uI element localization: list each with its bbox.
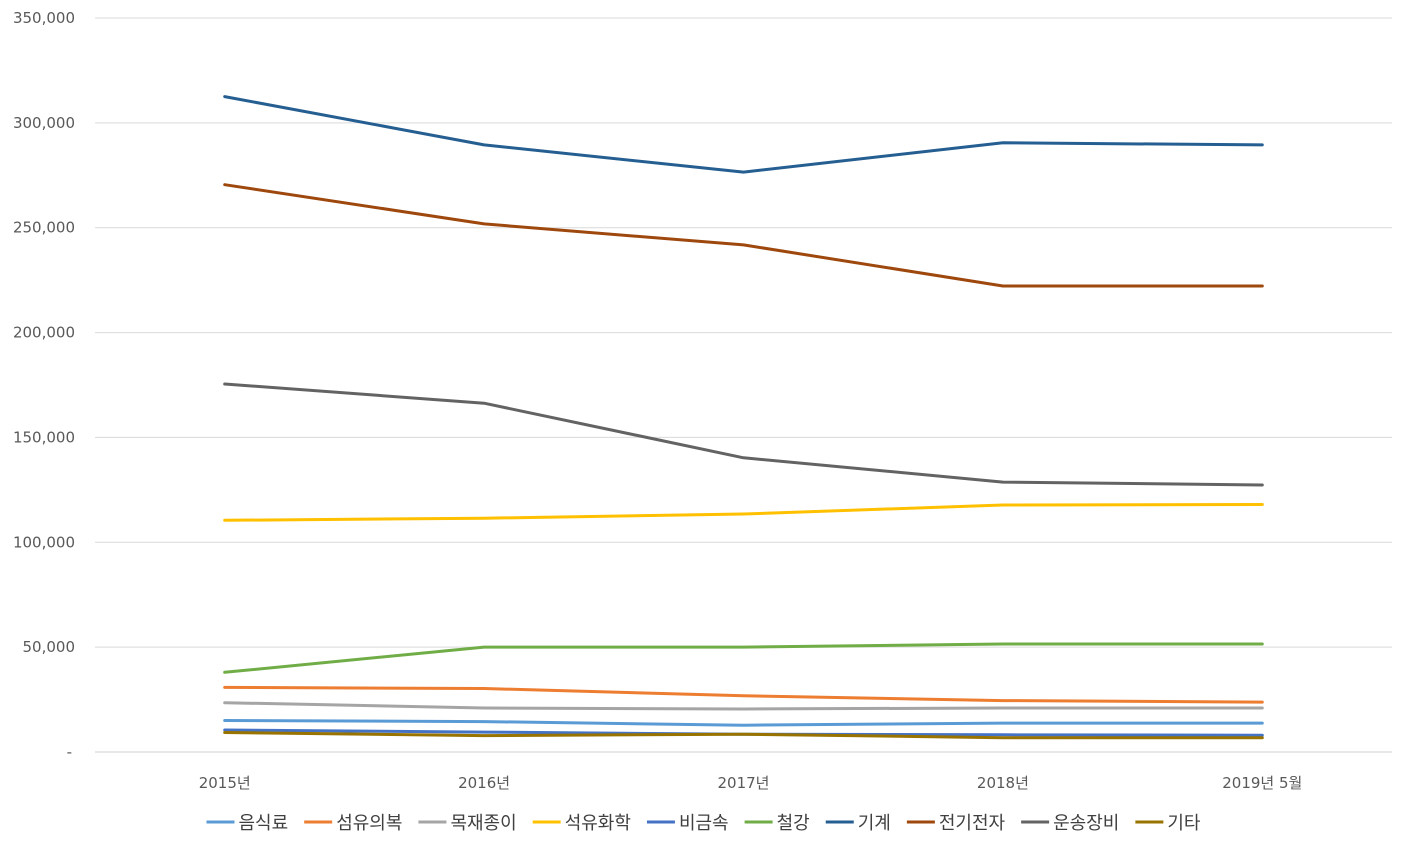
- series-line-6: [223, 95, 1264, 174]
- legend-label: 기계: [858, 813, 891, 834]
- series-lines: [223, 95, 1264, 740]
- legend-label: 철강: [777, 813, 810, 834]
- y-tick-label: 250,000: [13, 219, 75, 237]
- legend-item: 비금속: [646, 813, 729, 834]
- y-tick-label: 50,000: [23, 638, 76, 656]
- x-tick-label: 2016년: [458, 774, 510, 792]
- y-tick-label: 200,000: [13, 324, 75, 342]
- y-tick-label: 150,000: [13, 428, 75, 446]
- legend-label: 기타: [1167, 813, 1201, 834]
- legend: 음식료 섬유의복 목재종이 석유화학 비금속 철강 기계 전기전자 운송장비 기타: [206, 813, 1201, 834]
- y-tick-label: 100,000: [13, 533, 75, 551]
- series-line-2: [223, 701, 1264, 711]
- y-tick-label: 350,000: [13, 9, 75, 27]
- series-line-9: [223, 731, 1264, 740]
- series-line-5: [223, 642, 1264, 674]
- legend-item: 섬유의복: [304, 813, 402, 834]
- series-line-7: [223, 183, 1264, 288]
- series-line-1: [223, 685, 1264, 704]
- legend-label: 비금속: [679, 813, 729, 834]
- x-tick-label: 2019년 5월: [1222, 774, 1302, 792]
- legend-label: 음식료: [239, 813, 289, 834]
- legend-label: 석유화학: [565, 813, 631, 834]
- legend-item: 기계: [825, 813, 891, 834]
- y-axis-ticks: - 50,000 100,000 150,000 200,000 250,000 300,0…: [13, 9, 75, 761]
- series-line-8: [223, 382, 1264, 487]
- legend-item: 석유화학: [532, 813, 631, 834]
- legend-item: 음식료: [206, 813, 289, 834]
- series-line-3: [223, 503, 1264, 522]
- legend-label: 섬유의복: [336, 813, 402, 834]
- y-tick-label: 300,000: [13, 114, 75, 132]
- legend-label: 목재종이: [450, 813, 516, 834]
- legend-label: 운송장비: [1053, 813, 1119, 834]
- legend-item: 목재종이: [418, 813, 517, 834]
- legend-item: 기타: [1135, 813, 1201, 834]
- x-tick-label: 2018년: [977, 774, 1029, 792]
- x-tick-label: 2015년: [199, 774, 251, 792]
- legend-label: 전기전자: [939, 813, 1006, 834]
- y-tick-label: -: [67, 743, 72, 761]
- series-line-0: [223, 719, 1264, 727]
- legend-item: 철강: [744, 813, 810, 834]
- x-tick-label: 2017년: [718, 774, 770, 792]
- x-axis-ticks: 2015년 2016년 2017년 2018년 2019년 5월: [199, 774, 1303, 792]
- legend-item: 전기전자: [906, 813, 1006, 834]
- gridlines: [95, 17, 1392, 753]
- legend-item: 운송장비: [1021, 813, 1119, 834]
